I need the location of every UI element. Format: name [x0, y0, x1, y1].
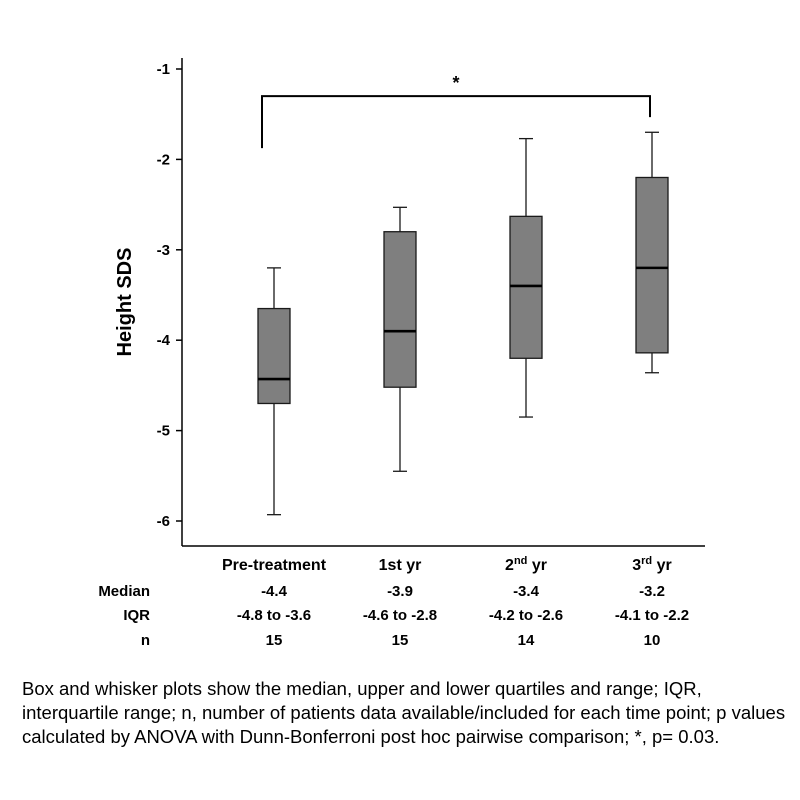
summary-cell: -4.1 to -2.2 — [615, 607, 689, 624]
summary-cell: 14 — [518, 632, 535, 649]
figure-caption: Box and whisker plots show the median, u… — [22, 678, 786, 747]
significance-marker: * — [452, 73, 459, 93]
y-tick-label: -3 — [157, 242, 170, 259]
summary-cell: -4.6 to -2.8 — [363, 607, 437, 624]
summary-row-label: n — [141, 632, 150, 649]
summary-cell: 15 — [266, 632, 283, 649]
summary-cell: -3.4 — [513, 583, 540, 600]
summary-cell: 10 — [644, 632, 661, 649]
x-category-label: Pre-treatment — [222, 557, 327, 574]
box-plot-chart: -1 -2 -3 -4 -5 -6 Height SDS Pre-treatment 1st y… — [98, 58, 705, 649]
summary-cell: -4.8 to -3.6 — [237, 607, 311, 624]
y-tick-label: -6 — [157, 513, 170, 530]
summary-row-label: Median — [98, 583, 150, 600]
x-category-label: 3rd yr — [632, 555, 671, 574]
x-category-label: 1st yr — [379, 557, 422, 574]
y-axis-label: Height SDS — [114, 248, 136, 357]
summary-cell: -3.9 — [387, 583, 413, 600]
summary-cell: -4.4 — [261, 583, 288, 600]
summary-cell: 15 — [392, 632, 409, 649]
x-category-label: 2nd yr — [505, 555, 547, 574]
y-tick-label: -4 — [157, 332, 171, 349]
significance-bracket — [261, 95, 651, 149]
iqr-box — [509, 215, 543, 359]
y-tick-label: -5 — [157, 423, 170, 440]
y-tick-label: -2 — [157, 151, 170, 168]
iqr-box — [383, 231, 417, 388]
iqr-box — [635, 176, 669, 354]
summary-cell: -3.2 — [639, 583, 665, 600]
summary-cell: -4.2 to -2.6 — [489, 607, 563, 624]
iqr-box — [257, 307, 291, 405]
summary-row-label: IQR — [123, 607, 150, 624]
y-tick-label: -1 — [157, 61, 170, 78]
